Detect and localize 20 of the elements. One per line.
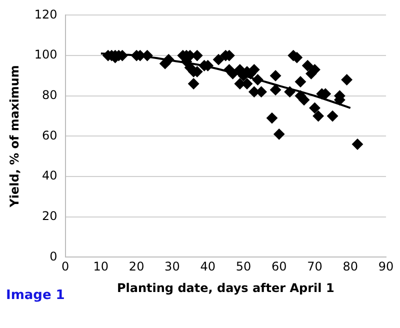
x-tick-label: 40 — [200, 260, 216, 274]
x-tick-label: 90 — [378, 260, 394, 274]
x-tick-label: 0 — [61, 260, 70, 274]
y-tick-label: 60 — [42, 128, 58, 142]
y-tick-label: 120 — [34, 7, 58, 22]
text: Image 1 — [6, 288, 65, 303]
x-tick-label: 30 — [164, 260, 180, 274]
y-tick-label: 0 — [50, 249, 58, 264]
y-tick-label: 80 — [42, 88, 58, 102]
x-tick-label: 20 — [128, 260, 144, 274]
x-tick-label: 80 — [342, 260, 358, 274]
y-tick-label: 20 — [42, 208, 58, 223]
x-tick-label: 10 — [93, 260, 109, 274]
x-tick-label: 50 — [236, 260, 252, 274]
x-axis-title: Planting date, days after April 1 — [116, 280, 334, 295]
x-tick-label: 60 — [271, 260, 287, 274]
x-tick-label: 70 — [307, 260, 322, 274]
y-tick-label: 40 — [42, 168, 58, 183]
y-axis-title: Yield, % of maximum — [7, 65, 22, 208]
y-tick-label: 100 — [34, 48, 58, 62]
